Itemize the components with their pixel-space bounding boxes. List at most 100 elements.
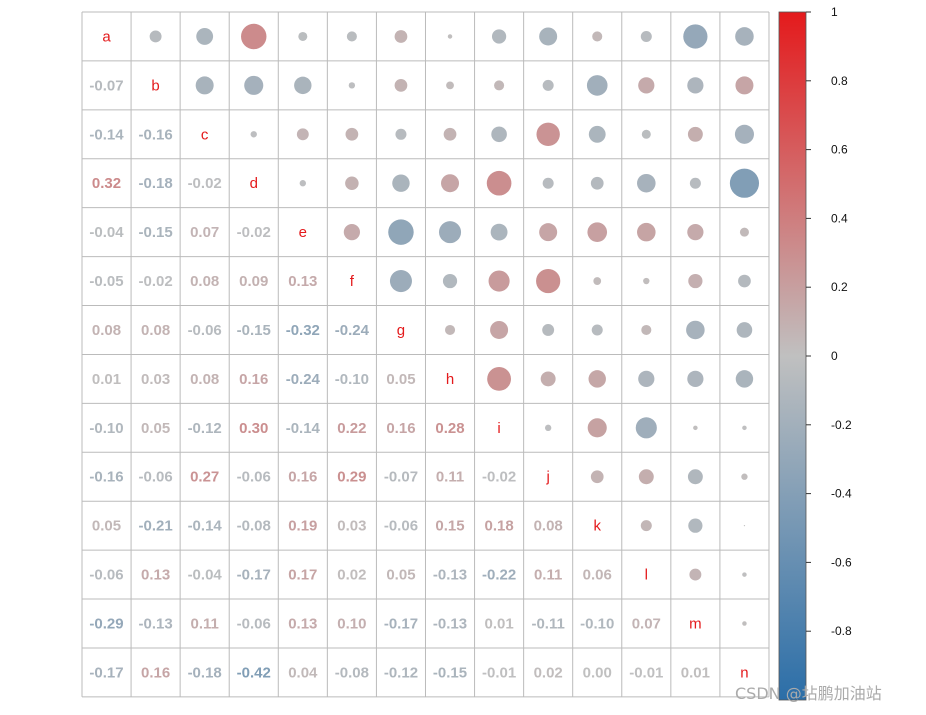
correlation-circle [687,126,703,142]
correlation-value: -0.05 [89,273,123,290]
correlation-circle [539,223,558,242]
grid [81,11,770,698]
correlation-circle [739,227,749,237]
variable-label: i [497,420,500,437]
correlation-value: -0.02 [482,469,516,486]
correlation-value: 0.07 [632,616,661,633]
correlation-circle [394,79,408,92]
correlation-value: -0.04 [188,567,223,584]
correlation-value: -0.22 [482,567,516,584]
correlation-value: 0.04 [288,664,318,681]
correlation-value: -0.12 [384,664,418,681]
correlation-value: 0.05 [386,371,415,388]
correlation-value: -0.11 [531,616,564,633]
correlation-circle [738,274,751,288]
variable-label: f [350,273,355,290]
variable-label: d [250,175,258,192]
correlation-value: 0.17 [288,567,317,584]
correlation-value: -0.14 [89,126,124,143]
correlation-value: 0.01 [484,616,513,633]
correlation-circle [443,127,457,141]
correlation-circle [542,79,554,91]
correlation-circle [241,23,267,50]
colorbar-tick-label: 1 [831,5,838,19]
correlation-value: -0.01 [482,664,516,681]
colorbar-tick-label: 0.4 [831,211,848,225]
correlation-value: 0.22 [337,420,366,437]
correlation-value: -0.17 [89,664,123,681]
correlation-circle [687,469,703,485]
correlation-circle [446,81,454,90]
correlation-value: 0.08 [534,518,563,535]
watermark-text: CSDN @坫鹏加油站 [735,684,882,703]
correlation-circle [345,176,359,190]
correlation-circle [687,370,704,388]
colorbar-tick-label: 0 [831,349,838,363]
correlation-circle [250,131,257,138]
correlation-value: -0.06 [384,518,418,535]
correlation-circle [635,417,657,439]
correlation-circle [743,525,746,527]
correlation-value: 0.15 [435,518,464,535]
correlation-circle [686,320,705,340]
correlation-value: 0.08 [190,273,219,290]
correlation-value: -0.42 [237,664,271,681]
correlation-circle [588,370,606,388]
correlation-circle [348,82,356,89]
correlation-value: -0.16 [89,469,123,486]
correlation-value: -0.10 [580,616,614,633]
correlation-circle [590,176,604,190]
correlation-circle [742,425,747,431]
correlation-circle [343,224,360,241]
correlation-circle [735,76,754,95]
correlation-circle [734,124,754,144]
correlation-value: 0.03 [141,371,170,388]
correlation-value: 0.16 [386,420,415,437]
correlation-circle [683,24,708,49]
variable-label: c [201,126,209,143]
colorbar-tick-label: 0.2 [831,280,848,294]
variable-label: g [397,322,405,339]
correlation-circle [195,76,214,95]
correlation-value: -0.10 [335,371,369,388]
correlation-value: -0.13 [433,567,467,584]
correlation-circle [444,324,456,336]
correlation-value: -0.12 [188,420,222,437]
correlation-value: -0.29 [89,616,123,633]
correlation-value: -0.06 [237,469,271,486]
colorbar-tick-label: -0.8 [831,624,852,638]
correlation-value: 0.10 [337,616,366,633]
correlation-circle [442,273,458,289]
correlation-circle [394,30,408,43]
correlation-value: -0.08 [237,518,271,535]
correlation-circle [587,222,608,242]
correlation-value: 0.11 [190,616,218,633]
colorbar: 1 0.8 0.6 0.4 0.2 0 -0.2 -0.4 -0.6 -0.8 [778,5,852,701]
correlation-value: -0.13 [139,616,173,633]
correlation-circle [494,80,505,91]
correlation-value: 0.13 [288,616,317,633]
correlation-value: -0.16 [139,126,173,143]
correlation-circle [491,126,507,143]
correlation-circle [640,520,652,532]
correlation-value: -0.06 [139,469,173,486]
variable-label: h [446,371,454,388]
variable-label: b [151,77,159,94]
correlation-value: -0.24 [335,322,370,339]
correlation-circle [539,27,558,46]
correlation-circle [735,370,754,388]
correlation-value: 0.16 [239,371,268,388]
correlation-circle [294,76,312,95]
correlation-value: -0.02 [237,224,271,241]
correlation-circle [488,270,510,292]
correlation-circle [486,170,512,196]
correlation-value: -0.10 [89,420,123,437]
correlation-value: -0.04 [89,224,124,241]
variable-label: e [299,224,307,241]
correlation-circle [641,324,652,336]
correlation-value: -0.13 [433,616,467,633]
correlation-value: 0.13 [288,273,317,290]
correlation-circle [244,75,264,95]
correlation-circle [491,29,507,44]
